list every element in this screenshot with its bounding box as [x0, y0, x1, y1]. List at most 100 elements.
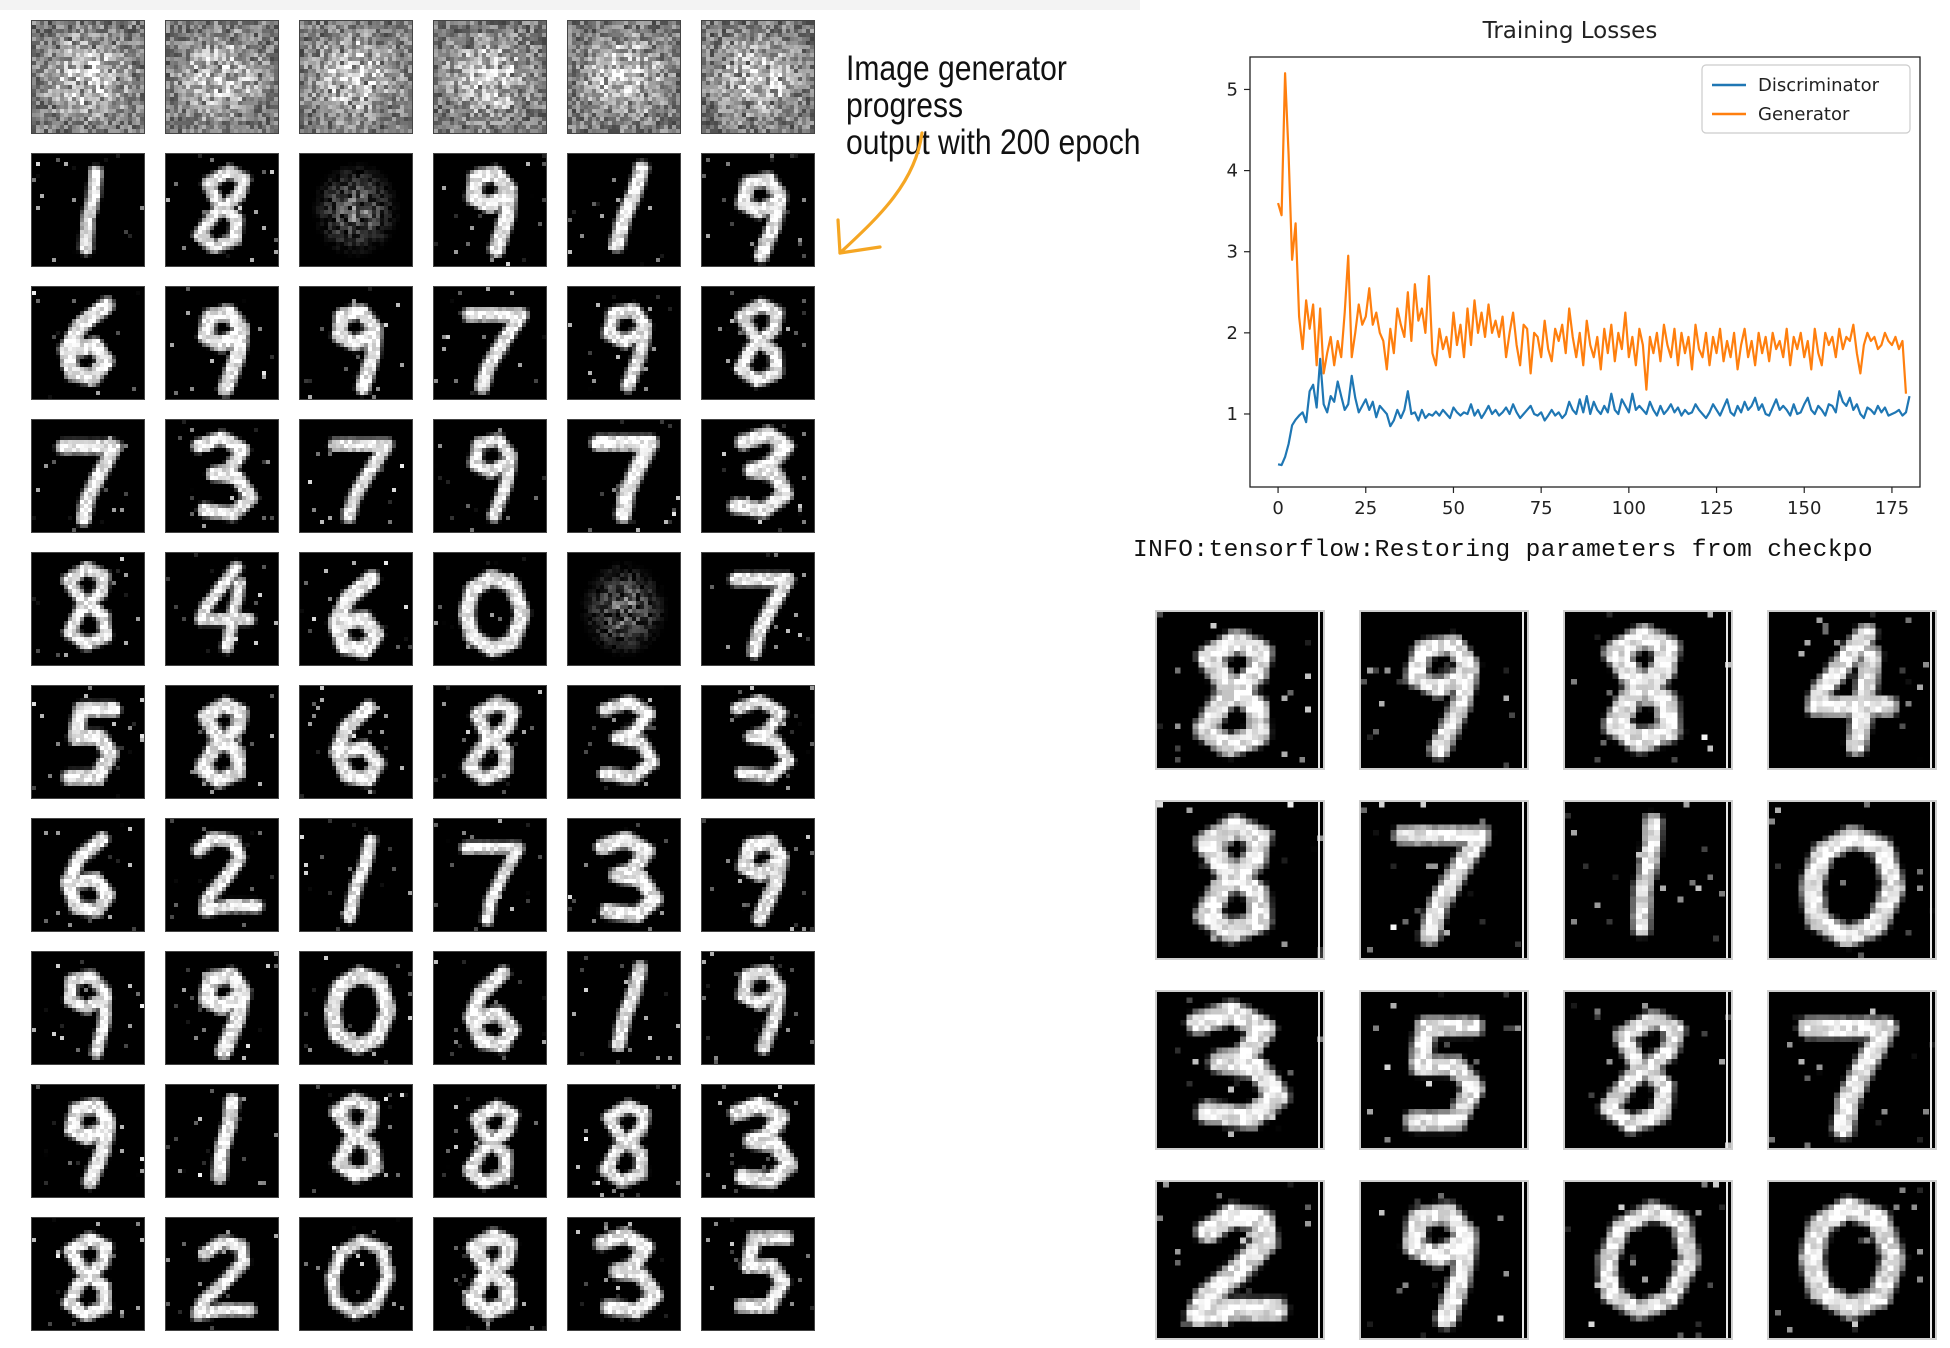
sample-image — [434, 287, 546, 399]
sample-image — [300, 287, 412, 399]
sample-image — [1361, 612, 1527, 768]
generated-sample-tile — [568, 154, 680, 266]
generated-sample-tile — [434, 952, 546, 1064]
x-tick-label: 100 — [1612, 498, 1646, 519]
sample-image — [1769, 612, 1935, 768]
sample-image — [1361, 992, 1527, 1148]
sample-image — [568, 1218, 680, 1330]
sample-image — [1565, 992, 1731, 1148]
generated-sample-tile — [32, 154, 144, 266]
final-sample-tile — [1359, 990, 1529, 1150]
sample-image — [434, 553, 546, 665]
generated-sample-tile — [300, 819, 412, 931]
sample-image — [434, 686, 546, 798]
sample-image — [1361, 802, 1527, 958]
sample-image — [1157, 1182, 1323, 1338]
y-tick-label: 5 — [1227, 79, 1238, 100]
generated-sample-tile — [166, 686, 278, 798]
generated-sample-tile — [434, 1218, 546, 1330]
sample-image — [568, 952, 680, 1064]
sample-image — [434, 420, 546, 532]
annotation-text: Image generator progress output with 200… — [846, 50, 1173, 161]
x-tick-label: 150 — [1787, 498, 1821, 519]
sample-image — [702, 420, 814, 532]
generated-sample-tile — [702, 1085, 814, 1197]
final-sample-tile — [1767, 610, 1937, 770]
sample-image — [300, 819, 412, 931]
generated-sample-tile — [568, 420, 680, 532]
legend-label: Discriminator — [1758, 75, 1880, 96]
generated-sample-tile — [300, 952, 412, 1064]
final-sample-tile — [1767, 990, 1937, 1150]
x-tick-label: 25 — [1354, 498, 1377, 519]
sample-image — [702, 686, 814, 798]
final-sample-tile — [1563, 610, 1733, 770]
sample-image — [1769, 992, 1935, 1148]
generated-sample-tile — [32, 686, 144, 798]
generated-sample-tile — [568, 1218, 680, 1330]
generated-sample-tile — [32, 287, 144, 399]
generated-sample-tile — [568, 819, 680, 931]
generated-sample-tile — [434, 553, 546, 665]
legend-label: Generator — [1758, 104, 1850, 125]
generated-sample-tile — [166, 1218, 278, 1330]
generated-sample-tile — [32, 21, 144, 133]
sample-image — [568, 1085, 680, 1197]
x-tick-label: 0 — [1272, 498, 1283, 519]
generated-sample-tile — [568, 21, 680, 133]
generated-sample-tile — [166, 287, 278, 399]
sample-image — [166, 21, 278, 133]
sample-image — [1565, 1182, 1731, 1338]
sample-image — [1565, 612, 1731, 768]
generated-sample-tile — [702, 553, 814, 665]
training-losses-chart: 0 25 50 75 100 125 150 175 1 2 3 4 5 Discriminator Gen… — [1227, 56, 1921, 519]
generated-sample-tile — [166, 952, 278, 1064]
sample-image — [434, 819, 546, 931]
sample-image — [1157, 992, 1323, 1148]
sample-image — [1157, 612, 1323, 768]
generated-sample-tile — [568, 1085, 680, 1197]
generated-sample-tile — [702, 21, 814, 133]
generated-sample-tile — [32, 952, 144, 1064]
console-output: INFO:tensorflow:Restoring parameters fro… — [1133, 537, 1874, 564]
generated-sample-tile — [568, 686, 680, 798]
sample-image — [300, 952, 412, 1064]
generated-sample-tile — [434, 686, 546, 798]
final-sample-tile — [1359, 610, 1529, 770]
annotation-line-2: output with 200 epoch — [846, 123, 1141, 162]
generated-sample-tile — [166, 420, 278, 532]
sample-image — [32, 21, 144, 133]
sample-image — [166, 1085, 278, 1197]
generated-sample-tile — [32, 819, 144, 931]
generated-sample-tile — [568, 287, 680, 399]
sample-image — [568, 21, 680, 133]
final-samples-grid — [1155, 610, 1937, 1340]
sample-image — [568, 287, 680, 399]
x-tick-label: 50 — [1442, 498, 1465, 519]
sample-image — [166, 1218, 278, 1330]
sample-image — [32, 1218, 144, 1330]
generated-sample-tile — [300, 1085, 412, 1197]
y-tick-label: 2 — [1227, 323, 1238, 344]
sample-image — [1157, 802, 1323, 958]
final-sample-tile — [1767, 1180, 1937, 1340]
final-sample-tile — [1563, 1180, 1733, 1340]
generated-sample-tile — [568, 553, 680, 665]
y-tick-label: 4 — [1227, 161, 1238, 182]
sample-image — [1565, 802, 1731, 958]
sample-image — [1361, 1182, 1527, 1338]
final-sample-tile — [1563, 990, 1733, 1150]
generated-sample-tile — [300, 553, 412, 665]
sample-image — [568, 686, 680, 798]
generated-sample-tile — [300, 686, 412, 798]
final-sample-tile — [1155, 990, 1325, 1150]
annotation-line-1: Image generator progress — [846, 49, 1067, 125]
generated-sample-tile — [702, 819, 814, 931]
x-tick-label: 175 — [1875, 498, 1909, 519]
generated-sample-tile — [300, 420, 412, 532]
sample-image — [166, 420, 278, 532]
sample-image — [702, 553, 814, 665]
sample-image — [702, 1085, 814, 1197]
y-tick-label: 3 — [1227, 242, 1238, 263]
generated-sample-tile — [166, 819, 278, 931]
